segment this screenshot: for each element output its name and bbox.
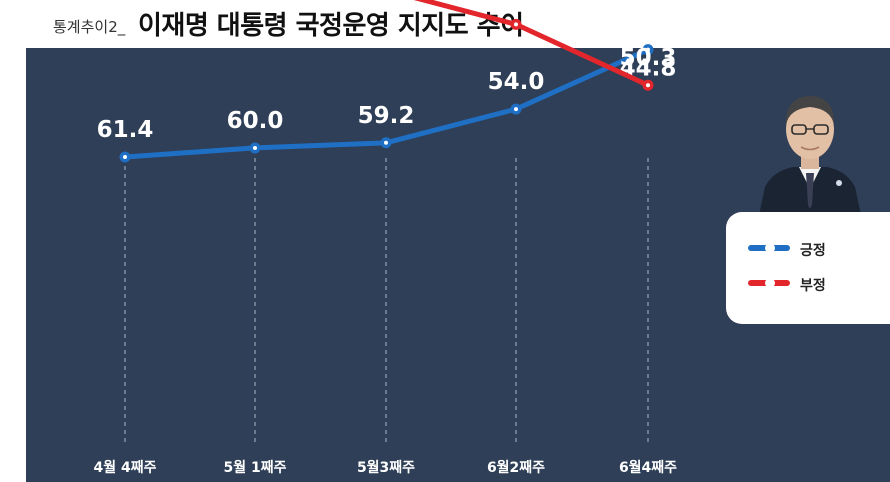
data-point-core-긍정-5 [646,47,650,52]
data-label-긍정-4: 54.0 [488,69,545,95]
data-label-긍정-3: 59.2 [358,103,415,129]
title-prefix: 통계추이2_ [53,18,126,36]
x-tick-label-4월-4째주: 4월 4째주 [94,459,157,476]
data-label-긍정-1: 61.4 [97,117,154,143]
data-label-부정-5: 50.3 [620,45,677,71]
series-line-부정 [413,0,651,88]
x-tick-label-5월-1째주: 5월 1째주 [224,459,287,476]
data-label-부정-4: 40.9 [488,0,545,10]
x-tick-label-6월4째주: 6월4째주 [619,459,677,476]
president-photo [759,96,861,215]
legend-negative-label: 부정 [800,278,826,294]
legend: 긍정 부정 [726,212,890,324]
legend-positive-label: 긍정 [800,243,826,259]
data-label-긍정-2: 60.0 [227,108,284,134]
x-tick-label-5월3째주: 5월3째주 [357,459,415,476]
legend-negative-marker [765,278,775,288]
data-point-core-부정-4 [514,22,518,27]
data-point-core-긍정-2 [253,145,257,150]
data-point-core-부정-5 [646,83,650,88]
data-point-core-긍정-1 [123,155,127,159]
data-point-core-긍정-4 [514,107,518,112]
page-title: 이재명 대통령 국정운영 지지도 추이 [138,11,524,41]
data-point-core-긍정-3 [384,140,388,145]
legend-positive-marker [765,243,775,253]
x-tick-label-6월2째주: 6월2째주 [487,459,545,476]
